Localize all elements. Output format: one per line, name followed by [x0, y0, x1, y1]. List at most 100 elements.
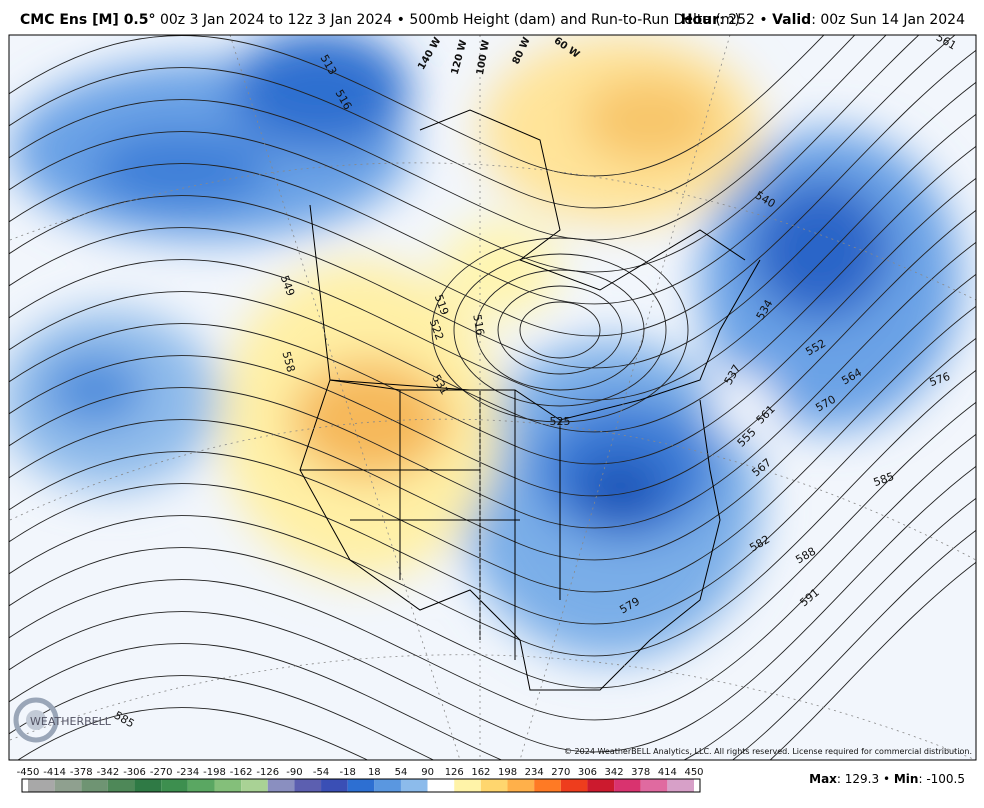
- colorbar-label: 54: [395, 767, 408, 778]
- contour-line: [9, 433, 976, 721]
- colorbar-label: 198: [498, 767, 517, 778]
- min-value: -100.5: [926, 772, 965, 786]
- title: CMC Ens [M] 0.5° 00z 3 Jan 2024 to 12z 3…: [20, 12, 740, 28]
- colorbar-label: -90: [286, 767, 302, 778]
- logo: WEATHERBELL: [13, 697, 112, 743]
- colorbar-swatch: [347, 779, 375, 792]
- hour: : 252 •: [719, 12, 773, 28]
- colorbar-label: 162: [471, 767, 490, 778]
- colorbar-swatch: [54, 779, 82, 792]
- valid: : 00z Sun 14 Jan 2024: [811, 12, 965, 28]
- contour-line: [9, 81, 976, 369]
- colorbar-label: 342: [605, 767, 624, 778]
- contour-line: [9, 497, 976, 760]
- contour-line: [9, 273, 976, 561]
- contour-line: [9, 305, 976, 593]
- copyright: © 2024 WeatherBELL Analytics, LLC. All r…: [564, 747, 972, 756]
- colorbar-label: -162: [230, 767, 253, 778]
- map-frame: [8, 34, 977, 761]
- separator: •: [879, 772, 894, 786]
- colorbar-swatch: [454, 779, 481, 792]
- contour-line: [9, 241, 976, 529]
- colorbar-swatch: [480, 779, 508, 792]
- contour-line: [497, 285, 623, 375]
- contour-line: [519, 301, 601, 359]
- colorbar-frame: [21, 778, 701, 793]
- colorbar-label: -342: [97, 767, 120, 778]
- contour-line: [9, 145, 976, 433]
- contour-line: [475, 269, 645, 391]
- contour-line: [9, 177, 976, 465]
- contour-label: 516: [470, 313, 486, 336]
- colorbar-label: 18: [368, 767, 381, 778]
- contour-label: 525: [550, 415, 571, 428]
- colorbar-label: -378: [70, 767, 93, 778]
- valid-label: Valid: [772, 12, 812, 28]
- contour-line: [9, 35, 920, 273]
- contour-line: [9, 35, 856, 209]
- shading: [9, 35, 960, 660]
- colorbar: -450 -414 -378 -342 -306 -270 -234 -198 -162 -126…: [17, 767, 704, 793]
- colorbar-label: -18: [340, 767, 356, 778]
- stats: Max: 129.3 • Min: -100.5: [809, 772, 965, 786]
- colorbar-label: -270: [150, 767, 173, 778]
- contour-line: [9, 35, 956, 305]
- colorbar-swatch: [28, 779, 55, 792]
- colorbar-label: 270: [551, 767, 570, 778]
- hour-label: Hour: [680, 12, 720, 28]
- contour-line: [9, 113, 976, 401]
- model: CMC Ens [M] 0.5°: [20, 12, 156, 28]
- colorbar-label: -126: [256, 767, 279, 778]
- min-label: Min: [893, 772, 919, 786]
- colorbar-label: 234: [525, 767, 544, 778]
- contour-line: [9, 209, 976, 497]
- contour-line: [9, 49, 976, 337]
- colorbar-swatch: [107, 779, 135, 792]
- contour-line: [9, 35, 887, 241]
- contour-line: [9, 35, 825, 177]
- colorbar-swatch: [427, 779, 455, 792]
- contour-line: [9, 465, 976, 753]
- colorbar-swatch: [640, 779, 668, 792]
- colorbar-label: -306: [123, 767, 146, 778]
- colorbar-swatch: [400, 779, 428, 792]
- contour-line: [17, 561, 976, 760]
- valid-info: Hour: 252 • Valid: 00z Sun 14 Jan 2024: [681, 12, 965, 28]
- colorbar-swatch: [614, 779, 641, 792]
- contour-label: 558: [279, 350, 297, 374]
- colorbar-swatch: [187, 779, 215, 792]
- colorbar-swatch: [267, 779, 295, 792]
- separator: :: [918, 772, 927, 786]
- contour-line: [9, 337, 976, 625]
- max-label: Max: [809, 772, 837, 786]
- colorbar-swatch: [81, 779, 108, 792]
- colorbar-label: 306: [578, 767, 597, 778]
- colorbar-swatch: [667, 779, 694, 792]
- colorbar-swatch: [587, 779, 615, 792]
- max-value: 129.3: [844, 772, 880, 786]
- colorbar-label: -198: [203, 767, 226, 778]
- colorbar-swatch: [374, 779, 401, 792]
- colorbar-swatch: [241, 779, 268, 792]
- colorbar-label: 450: [684, 767, 703, 778]
- colorbar-label: 414: [658, 767, 677, 778]
- colorbar-swatch: [134, 779, 162, 792]
- colorbar-swatch: [214, 779, 242, 792]
- description: 00z 3 Jan 2024 to 12z 3 Jan 2024 • 500mb…: [159, 12, 740, 28]
- logo-text: WEATHERBELL: [30, 715, 112, 728]
- colorbar-label: -54: [313, 767, 329, 778]
- colorbar-label: 378: [631, 767, 650, 778]
- colorbar-label: -234: [176, 767, 199, 778]
- colorbar-swatch: [560, 779, 588, 792]
- colorbar-swatch: [161, 779, 188, 792]
- colorbar-label: 90: [421, 767, 434, 778]
- colorbar-label: -450: [17, 767, 40, 778]
- contour-line: [9, 401, 976, 689]
- colorbar-swatch: [294, 779, 322, 792]
- separator: :: [836, 772, 845, 786]
- colorbar-swatch: [507, 779, 535, 792]
- graticule: [9, 35, 976, 760]
